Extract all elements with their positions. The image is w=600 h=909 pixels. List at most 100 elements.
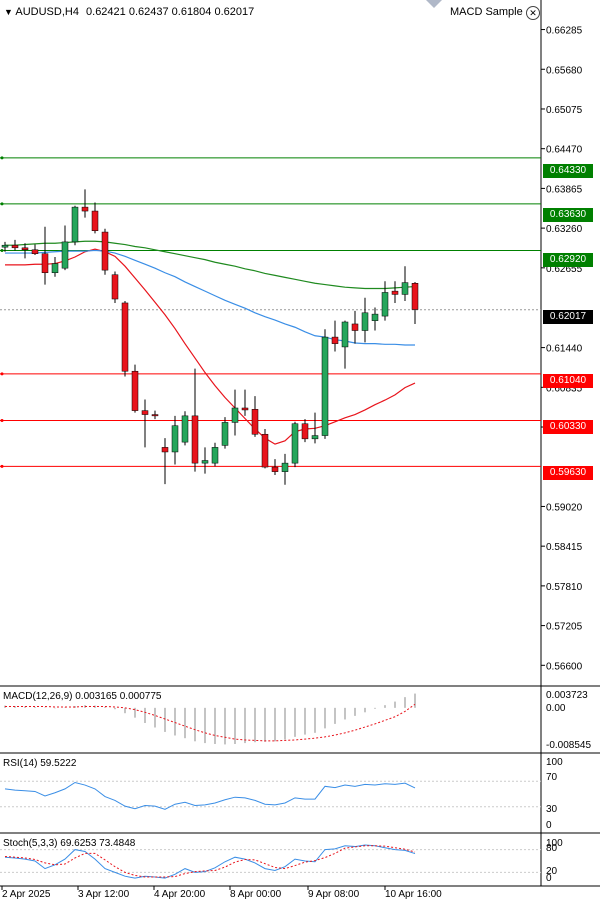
level-tag-6[interactable]: 0.59630 <box>543 466 593 480</box>
price-tick-8: 0.60835 <box>546 383 583 394</box>
macd-tick-max: 0.003723 <box>546 690 588 701</box>
candle-body-3 <box>31 249 39 254</box>
price-tick-13: 0.57205 <box>546 622 583 633</box>
one-click-trading-toggle-icon[interactable] <box>426 0 442 8</box>
stoch-tick-20: 20 <box>546 866 558 877</box>
rsi-line <box>4 781 416 810</box>
ma-line-fast <box>5 248 416 445</box>
level-anchor-1 <box>0 202 4 206</box>
candle-body-21 <box>211 447 219 464</box>
candle-body-35 <box>351 323 359 331</box>
candle-body-40 <box>401 282 409 295</box>
candle-body-33 <box>331 336 339 344</box>
candle-body-36 <box>361 312 369 331</box>
stoch-label: Stoch(5,3,3) 69.6253 73.4848 <box>3 838 136 849</box>
level-anchor-6 <box>0 464 4 468</box>
level-tag-4[interactable]: 0.61040 <box>543 374 593 388</box>
level-anchor-0 <box>0 156 4 160</box>
candle-body-19 <box>191 415 199 464</box>
price-tick-5: 0.63260 <box>546 224 583 235</box>
price-tick-6: 0.62655 <box>546 264 583 275</box>
price-tick-0: 0.66285 <box>546 26 583 37</box>
candle-body-1 <box>11 244 19 249</box>
candle-body-13 <box>131 370 139 411</box>
candle-body-15 <box>151 414 159 417</box>
price-tick-1: 0.65680 <box>546 65 583 76</box>
macd-tick-min: -0.008545 <box>546 740 592 751</box>
price-tick-3: 0.64470 <box>546 145 583 156</box>
candle-body-34 <box>341 321 349 348</box>
candle-body-7 <box>71 206 79 243</box>
candle-body-8 <box>81 206 89 212</box>
candle-body-31 <box>311 435 319 440</box>
level-tag-2[interactable]: 0.62920 <box>543 253 593 267</box>
candle-body-12 <box>121 302 129 372</box>
price-tick-4: 0.63865 <box>546 184 583 195</box>
rsi-tick-0: 0 <box>546 820 552 831</box>
symbol-timeframe: AUDUSD,H4 <box>15 6 79 18</box>
candle-body-2 <box>21 247 29 251</box>
symbol-header: ▼ AUDUSD,H4 0.62421 0.62437 0.61804 0.62… <box>4 6 254 18</box>
level-anchor-2 <box>0 248 4 252</box>
expert-close-icon[interactable]: ✕ <box>526 6 540 20</box>
expert-name: MACD Sample <box>450 6 523 18</box>
stoch-tick-100: 100 <box>546 838 563 849</box>
candle-body-38 <box>381 292 389 317</box>
candle-body-16 <box>161 447 169 453</box>
stoch-tick-0: 0 <box>546 873 552 884</box>
candle-body-25 <box>251 409 259 435</box>
candle-body-18 <box>181 415 189 443</box>
level-tag-5[interactable]: 0.60330 <box>543 420 593 434</box>
level-tag-1[interactable]: 0.63630 <box>543 208 593 222</box>
time-label-0: 2 Apr 2025 <box>2 889 51 900</box>
candle-body-28 <box>281 462 289 472</box>
price-tick-10: 0.59020 <box>546 502 583 513</box>
price-tick-7: 0.61440 <box>546 344 583 355</box>
stoch-tick-80: 80 <box>546 843 558 854</box>
level-anchor-5 <box>0 418 4 422</box>
level-anchor-4 <box>0 372 4 376</box>
candle-body-9 <box>91 210 99 231</box>
price-tick-2: 0.65075 <box>546 105 583 116</box>
expert-label: MACD Sample <box>450 6 523 18</box>
candle-body-41 <box>411 283 419 310</box>
candle-body-4 <box>41 253 49 274</box>
candle-body-0 <box>1 244 9 248</box>
candle-body-6 <box>61 241 69 269</box>
candle-body-24 <box>241 407 249 411</box>
candle-body-39 <box>391 290 399 295</box>
candle-body-30 <box>301 423 309 440</box>
time-label-3: 8 Apr 00:00 <box>230 889 282 900</box>
price-tick-11: 0.58415 <box>546 542 583 553</box>
price-tick-12: 0.57810 <box>546 582 583 593</box>
candle-body-20 <box>201 460 209 464</box>
candle-body-29 <box>291 423 299 464</box>
stoch-k-line <box>4 844 416 879</box>
collapse-triangle-icon[interactable]: ▼ <box>4 7 13 17</box>
macd-signal-line <box>5 703 416 742</box>
price-tick-14: 0.56600 <box>546 661 583 672</box>
candle-body-22 <box>221 422 229 446</box>
time-label-2: 4 Apr 20:00 <box>154 889 206 900</box>
rsi-tick-100: 100 <box>546 757 563 768</box>
time-label-4: 9 Apr 08:00 <box>308 889 360 900</box>
candle-body-26 <box>261 433 269 468</box>
current-price-tag: 0.62017 <box>543 310 593 324</box>
candle-body-17 <box>171 425 179 453</box>
rsi-tick-30: 30 <box>546 804 558 815</box>
macd-tick-zero: 0.00 <box>546 703 566 714</box>
time-label-1: 3 Apr 12:00 <box>78 889 130 900</box>
rsi-label: RSI(14) 59.5222 <box>3 758 77 769</box>
candle-body-37 <box>371 313 379 321</box>
level-tag-0[interactable]: 0.64330 <box>543 164 593 178</box>
rsi-tick-70: 70 <box>546 772 558 783</box>
candle-body-10 <box>101 231 109 271</box>
candle-body-11 <box>111 274 119 300</box>
ohlc-values: 0.62421 0.62437 0.61804 0.62017 <box>86 6 255 18</box>
candle-body-5 <box>51 263 59 274</box>
candle-body-23 <box>231 407 239 423</box>
candle-body-32 <box>321 336 329 436</box>
time-label-5: 10 Apr 16:00 <box>385 889 442 900</box>
